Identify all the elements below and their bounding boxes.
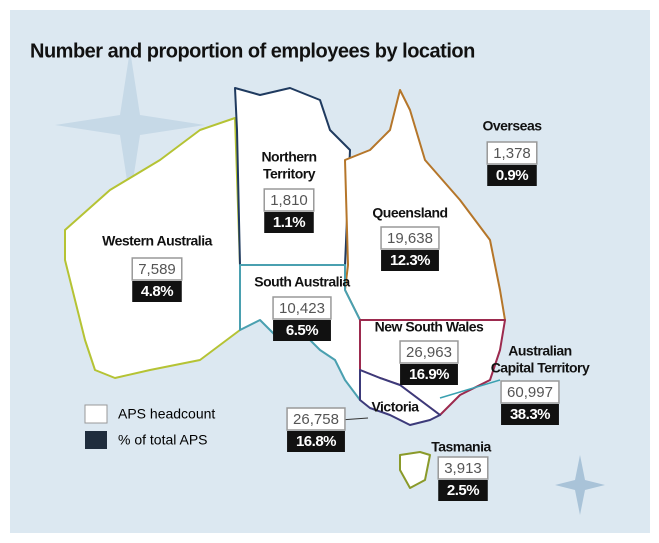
headcount: 7,589 — [138, 261, 176, 278]
wa-shape — [64, 117, 241, 379]
region-name: Queensland — [372, 205, 447, 221]
headcount-box — [272, 296, 332, 320]
region-name: South Australia — [254, 274, 350, 290]
headcount: 26,758 — [293, 411, 339, 428]
percent: 12.3% — [390, 252, 430, 269]
headcount-box — [131, 257, 183, 281]
percent: 16.8% — [296, 433, 336, 450]
headcount: 1,810 — [270, 192, 308, 209]
region-name: Victoria — [371, 399, 419, 415]
percent-box — [400, 364, 458, 385]
headcount-box — [399, 340, 459, 364]
headcount: 3,913 — [444, 460, 482, 477]
headcount: 10,423 — [279, 300, 325, 317]
percent: 2.5% — [447, 482, 479, 499]
headcount: 26,963 — [406, 344, 452, 361]
region-name: Western Australia — [102, 233, 212, 249]
headcount-box — [286, 407, 346, 431]
region-name: Australian — [508, 343, 571, 359]
region-name: Overseas — [482, 118, 542, 134]
percent: 6.5% — [286, 322, 318, 339]
region-name: Territory — [263, 166, 316, 182]
legend-swatch-headcount — [84, 404, 108, 424]
percent-box — [264, 212, 314, 233]
percent-box — [501, 404, 559, 425]
percent: 38.3% — [510, 406, 550, 423]
act-pointer — [439, 379, 501, 399]
region-name: Tasmania — [431, 439, 491, 455]
percent: 16.9% — [409, 366, 449, 383]
percent-box — [487, 165, 537, 186]
region-name: Capital Territory — [491, 360, 590, 376]
headcount: 1,378 — [493, 145, 531, 162]
percent: 1.1% — [273, 214, 305, 231]
compass-decor — [55, 50, 605, 515]
tas-shape — [399, 451, 431, 489]
headcount: 60,997 — [507, 384, 553, 401]
headcount: 19,638 — [387, 230, 433, 247]
nt-shape — [234, 87, 351, 266]
percent-box — [438, 480, 488, 501]
headcount-box — [380, 226, 440, 250]
title: Number and proportion of employees by lo… — [30, 40, 475, 62]
headcount-box — [437, 456, 489, 480]
headcount-box — [263, 188, 315, 212]
percent-box — [273, 320, 331, 341]
percent: 0.9% — [496, 167, 528, 184]
legend-label: % of total APS — [118, 432, 208, 448]
legend-label: APS headcount — [118, 406, 215, 422]
region-name: New South Wales — [375, 319, 484, 335]
region-name: Northern — [261, 149, 316, 165]
headcount-box — [486, 141, 538, 165]
percent: 4.8% — [141, 283, 173, 300]
legend-swatch-percent — [85, 431, 107, 449]
percent-box — [381, 250, 439, 271]
percent-box — [132, 281, 182, 302]
percent-box — [287, 431, 345, 452]
headcount-box — [500, 380, 560, 404]
vic-shape — [359, 369, 441, 426]
